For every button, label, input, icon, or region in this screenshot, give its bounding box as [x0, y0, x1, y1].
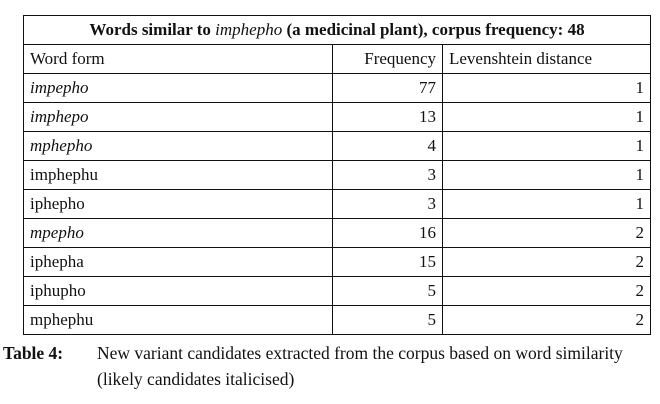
header-levenshtein-distance: Levenshtein distance [442, 44, 651, 74]
title-prefix: Words similar to [89, 20, 211, 39]
cell-frequency: 5 [332, 305, 443, 335]
cell-levenshtein-distance: 2 [442, 305, 651, 335]
table-header-row: Word form Frequency Levenshtein distance [23, 44, 651, 74]
cell-levenshtein-distance: 2 [442, 276, 651, 306]
table-row: iphepha 15 2 [23, 247, 651, 277]
cell-word-form: iphupho [23, 276, 333, 306]
cell-frequency: 4 [332, 131, 443, 161]
cell-word-form: iphepho [23, 189, 333, 219]
cell-frequency: 77 [332, 73, 443, 103]
caption-label: Table 4: [3, 343, 64, 363]
table-title-row: Words similar to imphepho (a medicinal p… [23, 15, 651, 45]
table-row: imphephu 3 1 [23, 160, 651, 190]
cell-word-form: imphephu [23, 160, 333, 190]
table-row: imphepo 13 1 [23, 102, 651, 132]
table-title: Words similar to imphepho (a medicinal p… [23, 15, 651, 45]
cell-word-form: impepho [23, 73, 333, 103]
table-row: iphepho 3 1 [23, 189, 651, 219]
cell-levenshtein-distance: 1 [442, 160, 651, 190]
table-row: mpepho 16 2 [23, 218, 651, 248]
cell-levenshtein-distance: 1 [442, 102, 651, 132]
cell-levenshtein-distance: 2 [442, 218, 651, 248]
cell-levenshtein-distance: 1 [442, 131, 651, 161]
cell-levenshtein-distance: 1 [442, 73, 651, 103]
variant-candidates-table: Words similar to imphepho (a medicinal p… [23, 15, 651, 335]
cell-levenshtein-distance: 2 [442, 247, 651, 277]
title-suffix: (a medicinal plant), corpus frequency: 4… [286, 20, 585, 39]
title-word: imphepho [215, 20, 283, 39]
cell-word-form: iphepha [23, 247, 333, 277]
cell-word-form: mphepho [23, 131, 333, 161]
table-row: mphephu 5 2 [23, 305, 651, 335]
cell-word-form: mpepho [23, 218, 333, 248]
cell-frequency: 13 [332, 102, 443, 132]
header-word-form: Word form [23, 44, 333, 74]
table-row: impepho 77 1 [23, 73, 651, 103]
header-frequency: Frequency [332, 44, 443, 74]
table-row: mphepho 4 1 [23, 131, 651, 161]
table-row: iphupho 5 2 [23, 276, 651, 306]
cell-word-form: mphephu [23, 305, 333, 335]
cell-word-form: imphepo [23, 102, 333, 132]
cell-frequency: 5 [332, 276, 443, 306]
cell-frequency: 3 [332, 189, 443, 219]
caption-text: New variant candidates extracted from th… [97, 343, 623, 389]
cell-frequency: 15 [332, 247, 443, 277]
cell-frequency: 16 [332, 218, 443, 248]
cell-frequency: 3 [332, 160, 443, 190]
cell-levenshtein-distance: 1 [442, 189, 651, 219]
